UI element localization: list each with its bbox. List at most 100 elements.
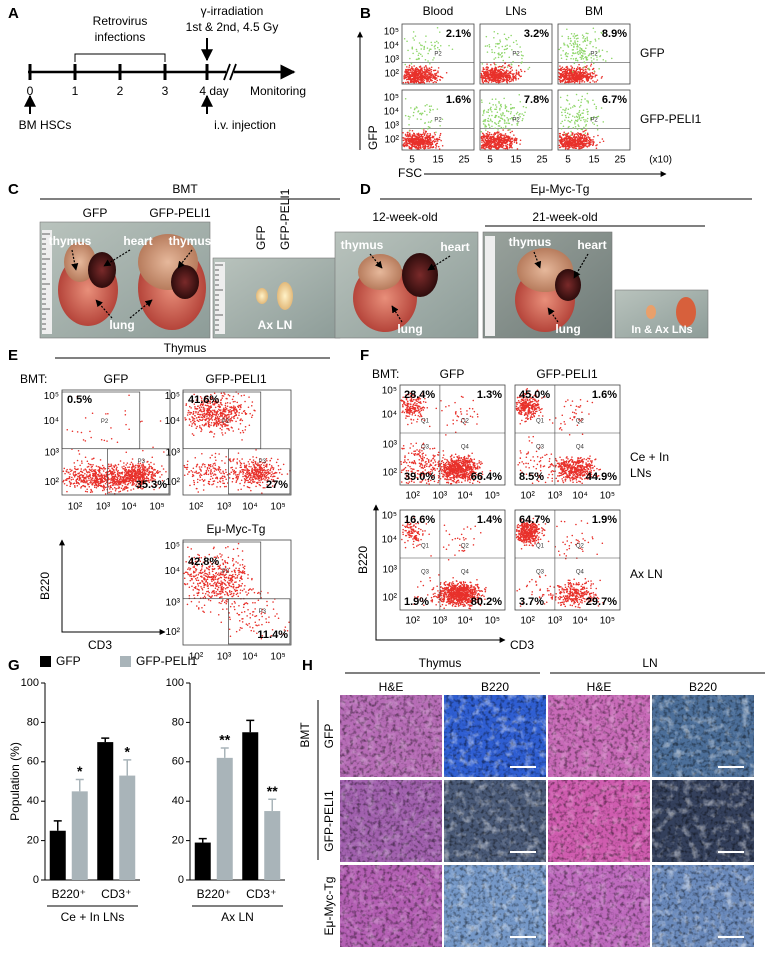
- x-tick-label: CD3⁺: [101, 887, 131, 901]
- pointer-arrow: [177, 249, 193, 269]
- percentage-label: 8.5%: [519, 471, 544, 483]
- x-tick-label: 10⁴: [572, 491, 587, 502]
- quadrant-label: Q3: [421, 570, 430, 576]
- x-tick-label: 10²: [405, 616, 420, 627]
- legend-label: GFP-PELI1: [136, 654, 198, 668]
- day-label: 4 day: [199, 84, 228, 98]
- gate-label: P2: [222, 419, 230, 425]
- x-tick-label: 10²: [189, 652, 204, 663]
- micrograph-texture: [444, 865, 546, 947]
- flow-events: [480, 94, 527, 133]
- column-label: GFP: [83, 206, 108, 220]
- micrograph-texture: [548, 695, 650, 777]
- flow-events: [402, 129, 444, 150]
- y-tick-label: 10²: [166, 477, 181, 488]
- micrograph-texture: [340, 695, 442, 777]
- legend-label: GFP: [56, 654, 81, 668]
- bar: [49, 830, 66, 880]
- gate-label: P2: [590, 118, 598, 124]
- y-tick-label: 10²: [166, 627, 181, 638]
- error-bar: [75, 778, 84, 792]
- pointer-arrow: [369, 253, 383, 269]
- flow-events: [558, 129, 605, 150]
- row-label: GFP: [322, 724, 336, 749]
- micrograph-texture: [548, 865, 650, 947]
- flow-events: [515, 517, 547, 550]
- micrograph-texture: [444, 780, 546, 862]
- column-label: H&E: [587, 680, 612, 694]
- ruler: [42, 230, 52, 334]
- x-tick-label: B220⁺: [52, 887, 86, 901]
- micrograph-texture: [340, 865, 442, 947]
- axis-label: FSC: [398, 166, 422, 180]
- column-label: Blood: [423, 4, 454, 18]
- x-tick-label: 5: [487, 155, 493, 166]
- flow-events: [404, 97, 444, 134]
- error-bar: [53, 820, 62, 831]
- y-tick-label: 0: [33, 874, 39, 886]
- pointer-arrow: [95, 299, 113, 319]
- x-tick-label: 25: [458, 155, 470, 166]
- y-tick-label: 10²: [383, 468, 398, 479]
- micrograph-texture: [652, 865, 754, 947]
- pointer-arrow: [129, 299, 153, 319]
- gate: [182, 541, 262, 600]
- organ-label: thymus: [341, 238, 384, 252]
- error-bar: [268, 798, 277, 812]
- x-tick-label: 10³: [433, 491, 448, 502]
- lymph-node: [256, 288, 268, 304]
- x-tick-label: 15: [510, 155, 522, 166]
- flow-events: [66, 394, 165, 480]
- y-tick-label: 80: [27, 716, 39, 728]
- y-tick-label: 10³: [166, 448, 181, 459]
- percentage-label: 64.7%: [519, 514, 550, 526]
- x-tick-label: 10⁵: [149, 502, 164, 513]
- x-tick-label: 25: [536, 155, 548, 166]
- column-label: B220: [481, 680, 509, 694]
- y-tick-label: 10³: [385, 121, 400, 132]
- error-bar: [101, 737, 110, 743]
- y-tick-label: 10³: [383, 565, 398, 576]
- axis-break: [229, 63, 237, 81]
- y-tick-label: 0: [178, 874, 184, 886]
- micrograph-texture: [444, 695, 546, 777]
- group-label: Ce + In LNs: [61, 910, 125, 924]
- percentage-label: 35.3%: [136, 479, 167, 491]
- timeline-label: γ-irradiation: [201, 4, 264, 18]
- quadrant-label: Q2: [576, 419, 585, 425]
- quadrant-label: Q3: [421, 445, 430, 451]
- flow-events: [558, 63, 603, 84]
- column-label: BM: [585, 4, 603, 18]
- row-label: GFP: [640, 46, 665, 60]
- gate-label: P2: [434, 52, 442, 58]
- y-tick-label: 10⁵: [165, 391, 180, 402]
- timeline-label: infections: [95, 30, 146, 44]
- quadrant-label: Q3: [536, 570, 545, 576]
- percentage-label: 1.4%: [477, 514, 502, 526]
- day-label: 3: [162, 84, 169, 98]
- percentage-label: 3.7%: [519, 596, 544, 608]
- pointer-arrow: [103, 249, 131, 267]
- x-tick-label: 10³: [548, 491, 563, 502]
- flow-events: [516, 574, 552, 607]
- y-tick-label: 40: [27, 795, 39, 807]
- gate-label: P2: [590, 52, 598, 58]
- row-label: Eμ-Myc-Tg: [207, 522, 266, 536]
- x-tick-label: 5: [565, 155, 571, 166]
- flow-events: [184, 391, 256, 441]
- x-tick-label: 15: [432, 155, 444, 166]
- y-tick-label: 10²: [385, 69, 400, 80]
- inset-caption: Ax LN: [258, 318, 293, 332]
- timeline-label: Retrovirus: [93, 14, 148, 28]
- group-title: Thymus: [164, 341, 207, 355]
- group-title: Eμ-Myc-Tg: [531, 182, 590, 196]
- day-label: 2: [117, 84, 124, 98]
- bar: [264, 811, 281, 880]
- organ-thymus: [358, 254, 402, 290]
- group-label: Ax LN: [221, 910, 254, 924]
- group-title: BMT: [172, 182, 198, 196]
- row-label: GFP-PELI1: [640, 112, 702, 126]
- lymph-node: [676, 297, 696, 327]
- pointer-arrow: [391, 305, 403, 323]
